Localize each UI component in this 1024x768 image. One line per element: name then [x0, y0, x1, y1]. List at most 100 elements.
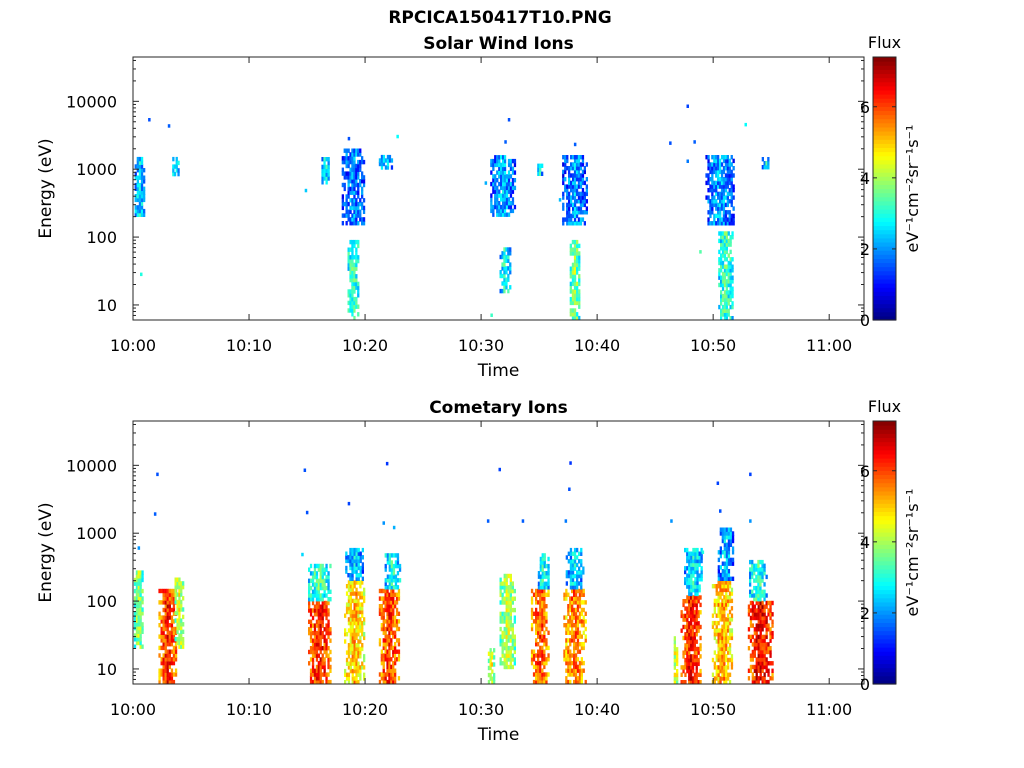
colorbar-swatch: [873, 453, 896, 459]
chart-title: Solar Wind Ions: [423, 34, 574, 54]
flux-point: [137, 546, 141, 550]
colorbar-swatch: [873, 478, 896, 484]
colorbar-swatch: [873, 184, 896, 190]
colorbar-swatch: [873, 254, 896, 259]
flux-point: [382, 521, 385, 525]
flux-point: [498, 467, 501, 472]
colorbar-swatch: [873, 57, 896, 62]
colorbar-swatch: [873, 143, 896, 149]
colorbar-swatch: [873, 81, 896, 87]
flux-point: [305, 510, 309, 515]
cometary-ions-axes: 10:00 10:10 10:20 10:30 10:40 10:50 11:00 10 100…: [36, 397, 922, 745]
colorbar-swatch: [873, 531, 896, 537]
flux-point: [347, 136, 351, 141]
flux-burst: [747, 600, 774, 685]
colorbar-tick-label: 4: [860, 169, 870, 188]
flux-point: [701, 550, 705, 554]
flux-burst: [537, 163, 544, 176]
colorbar-swatch: [873, 679, 896, 685]
colorbar-swatch: [873, 237, 896, 243]
colorbar-swatch: [873, 188, 896, 194]
colorbar-swatch: [873, 274, 896, 280]
x-tick-label: 10:00: [110, 336, 156, 355]
colorbar-swatch: [873, 180, 896, 185]
colorbar-swatch: [873, 155, 896, 161]
flux-point: [749, 472, 752, 477]
flux-burst: [378, 154, 394, 170]
flux-burst: [172, 156, 180, 177]
colorbar-swatch: [873, 151, 896, 157]
plot-frame: [132, 56, 865, 321]
colorbar-swatch: [873, 474, 896, 480]
colorbar-swatch: [873, 659, 896, 665]
y-axis-label: Energy (eV): [36, 138, 56, 238]
flux-burst: [321, 157, 330, 185]
flux-point: [148, 118, 151, 122]
colorbar-swatch: [873, 196, 896, 202]
colorbar-swatch: [873, 630, 896, 636]
colorbar-swatch: [873, 634, 896, 640]
colorbar-swatch: [873, 527, 896, 533]
colorbar-swatch: [873, 221, 896, 227]
x-tick-label: 10:30: [458, 700, 504, 719]
flux-burst: [761, 157, 770, 170]
flux-point: [669, 141, 672, 145]
colorbar-swatch: [873, 614, 896, 619]
colorbar-swatch: [873, 564, 896, 570]
colorbar-swatch: [873, 283, 896, 288]
colorbar-swatch: [873, 229, 896, 235]
flux-burst: [347, 239, 360, 321]
flux-point: [749, 519, 752, 523]
colorbar-swatch: [873, 77, 896, 83]
colorbar-swatch: [873, 601, 896, 607]
colorbar-swatch: [873, 445, 896, 451]
colorbar-swatch: [873, 597, 896, 603]
flux-point: [693, 140, 696, 144]
y-tick-label: 10000: [66, 92, 117, 111]
x-tick-label: 10:30: [458, 336, 504, 355]
flux-burst: [378, 588, 401, 685]
figure-filename: RPCICA150417T10.PNG: [388, 8, 612, 28]
colorbar-swatch: [873, 556, 896, 562]
colorbar-swatch: [873, 291, 896, 296]
colorbar-swatch: [873, 139, 896, 144]
y-tick-label: 100: [86, 592, 117, 611]
flux-point: [301, 552, 304, 557]
y-tick-label: 100: [86, 228, 117, 247]
x-tick-label: 11:00: [806, 336, 852, 355]
flux-burst: [680, 595, 702, 685]
flux-point: [140, 272, 143, 277]
colorbar-swatch: [873, 548, 896, 554]
colorbar-swatch: [873, 110, 896, 116]
flux-point: [744, 122, 747, 127]
colorbar-tick-label: 2: [860, 604, 870, 623]
flux-burst: [717, 527, 735, 581]
colorbar-swatch: [873, 441, 896, 447]
flux-burst: [749, 559, 768, 602]
colorbar-swatch: [873, 287, 896, 292]
colorbar-swatch: [873, 176, 896, 181]
flux-point: [304, 188, 308, 193]
flux-burst: [705, 155, 735, 226]
colorbar-swatch: [873, 246, 896, 251]
colorbar-swatch: [873, 523, 896, 529]
colorbar-swatch: [873, 486, 896, 492]
flux-burst: [499, 247, 512, 294]
x-tick-label: 10:50: [690, 700, 736, 719]
flux-point: [573, 142, 577, 147]
colorbar-swatch: [873, 122, 896, 128]
colorbar-swatch: [873, 642, 896, 648]
colorbar-swatch: [873, 233, 896, 239]
colorbar-tick-label: 0: [860, 311, 870, 330]
flux-burst: [341, 148, 366, 226]
flux-point: [486, 519, 490, 523]
flux-point: [670, 519, 673, 523]
colorbar-swatch: [873, 655, 896, 660]
colorbar-swatch: [873, 262, 896, 268]
flux-burst: [308, 600, 332, 685]
colorbar-swatch: [873, 425, 896, 430]
colorbar-swatch: [873, 610, 896, 615]
colorbar-swatch: [873, 536, 896, 541]
colorbar-swatch: [873, 581, 896, 586]
